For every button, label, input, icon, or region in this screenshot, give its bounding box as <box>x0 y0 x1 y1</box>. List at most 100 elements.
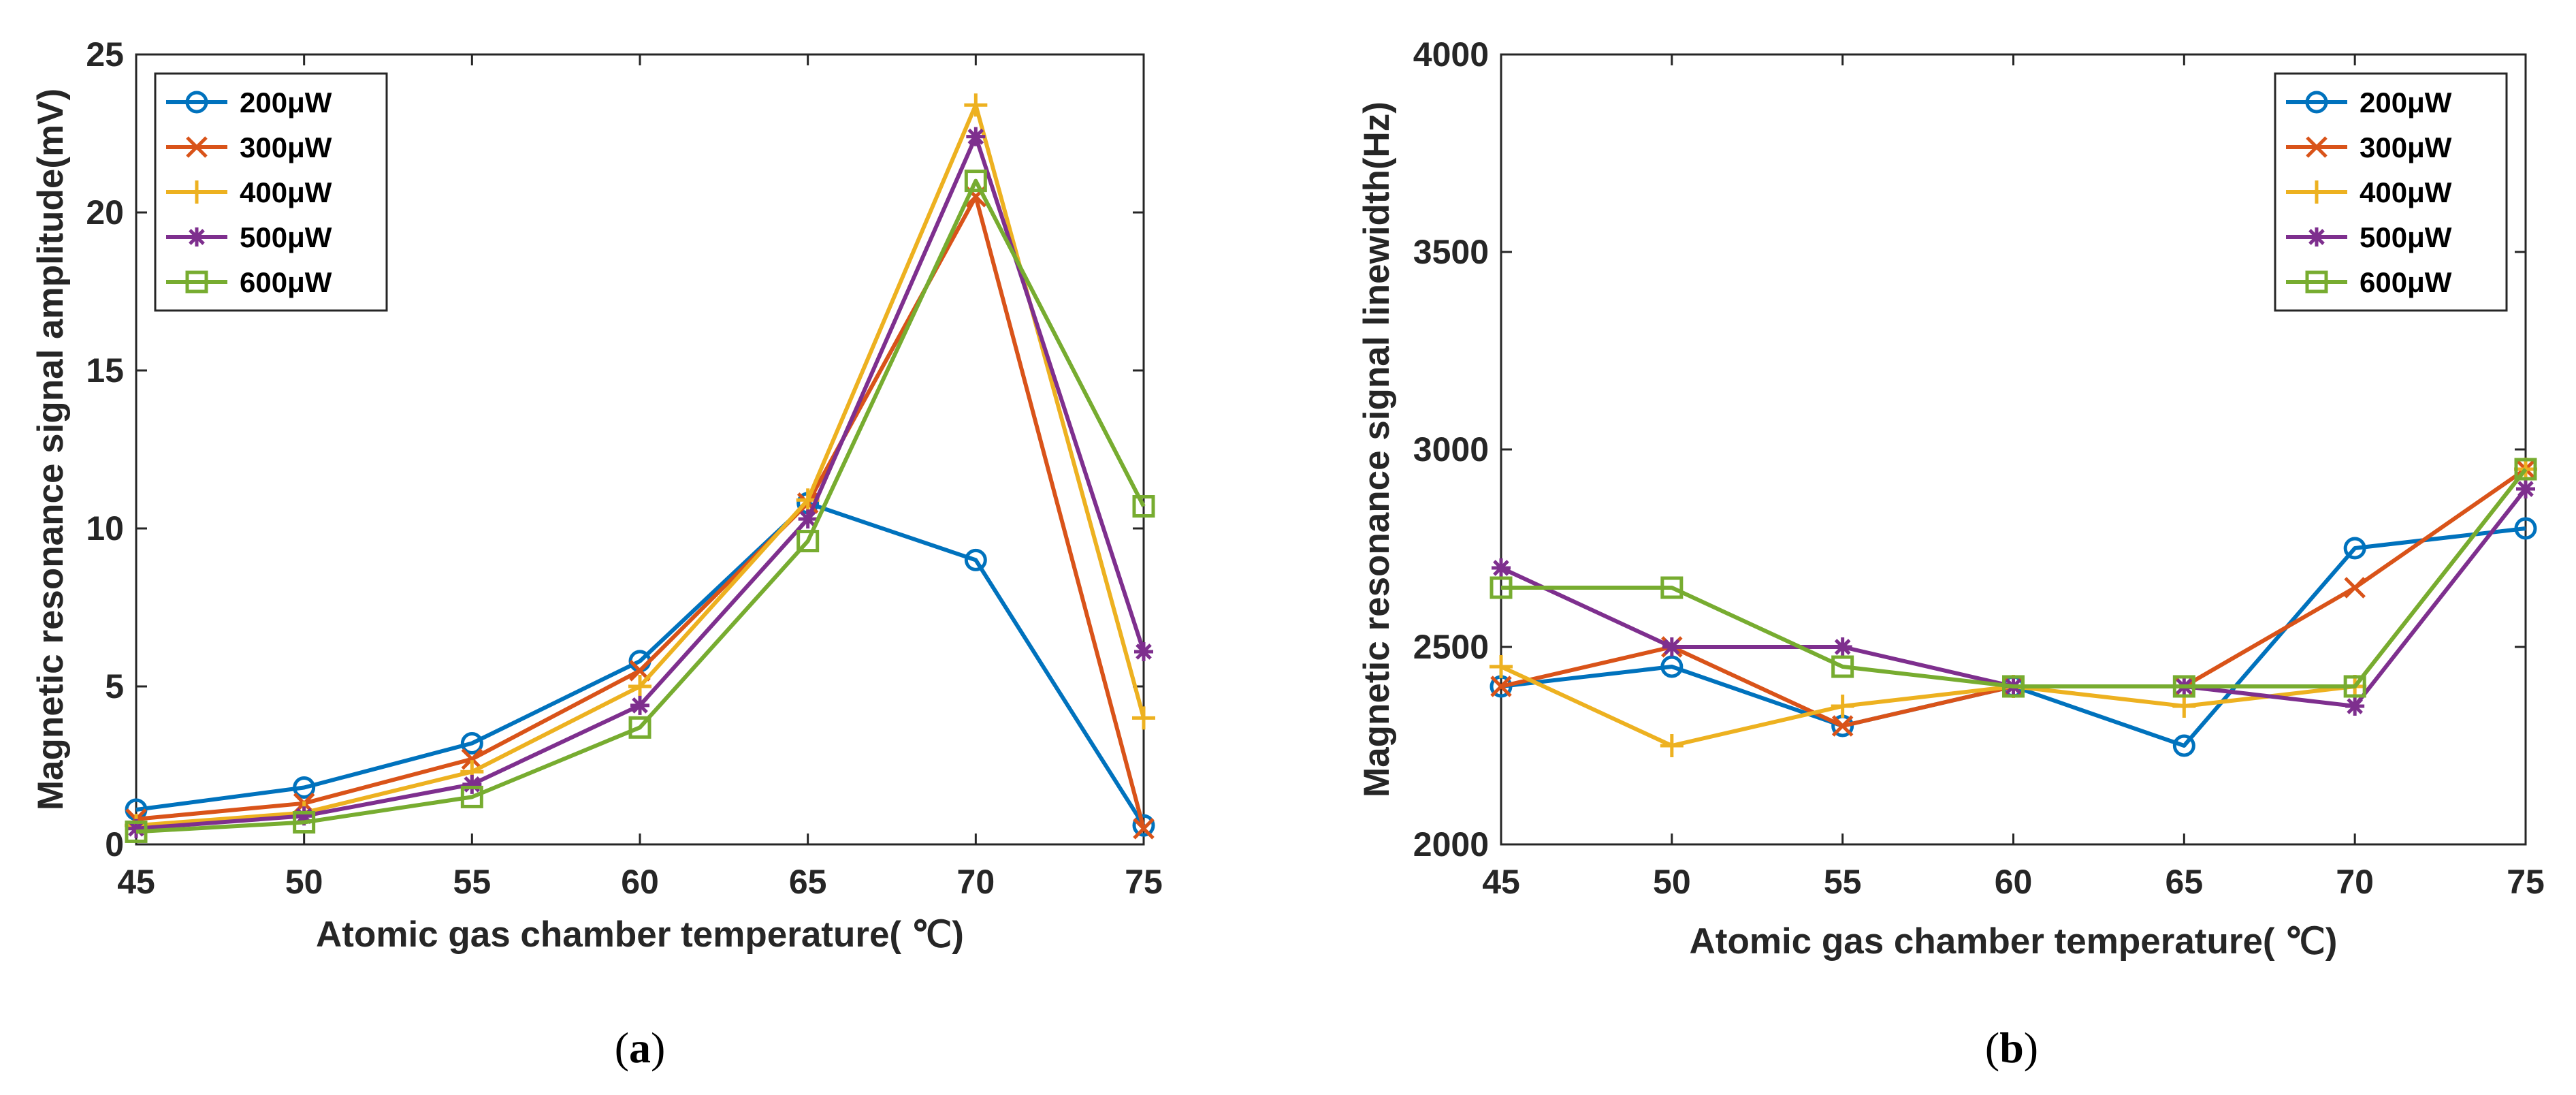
data-point-s600 <box>2514 458 2537 481</box>
x-axis-label: Atomic gas chamber temperature( ℃) <box>1690 921 2338 962</box>
y-axis-label: Magnetic resonance signal linewidth(Hz) <box>1357 101 1397 797</box>
x-tick-label: 70 <box>2336 863 2374 901</box>
y-tick-label: 4000 <box>1413 35 1489 74</box>
data-point-s400 <box>1831 695 1854 718</box>
x-tick-label: 50 <box>1653 863 1691 901</box>
data-point-s600 <box>125 820 148 843</box>
data-point-s200 <box>2343 537 2366 560</box>
x-tick-label: 75 <box>2507 863 2545 901</box>
y-tick-label: 0 <box>105 825 124 863</box>
caption-close-paren: ) <box>2024 1023 2038 1072</box>
legend-label-s500: 500μW <box>240 221 332 253</box>
data-point-s600 <box>460 785 483 808</box>
data-point-s600 <box>1490 576 1513 599</box>
legend-marker-s300 <box>186 136 208 158</box>
data-point-s500 <box>1492 558 1511 577</box>
legend-label-s600: 600μW <box>2360 266 2452 298</box>
legend: 200μW 300μW 400μW 500μW 600μW <box>2274 72 2508 312</box>
data-point-s600 <box>796 530 820 553</box>
data-point-s300 <box>1133 818 1155 840</box>
legend-marker-s500 <box>187 227 206 247</box>
data-point-s400 <box>1490 655 1513 678</box>
data-point-s400 <box>2172 695 2196 718</box>
x-tick-label: 70 <box>957 863 995 901</box>
legend-label-s400: 400μW <box>240 176 332 208</box>
panel-caption: (a) <box>615 1023 666 1072</box>
data-point-s600 <box>2343 675 2366 698</box>
legend-marker-s400 <box>185 180 208 204</box>
legend-label-s200: 200μW <box>2360 86 2452 118</box>
data-point-s200 <box>2514 517 2537 540</box>
y-tick-label: 25 <box>86 35 124 74</box>
caption-letter: b <box>1999 1023 2024 1072</box>
series-line-s200 <box>135 501 1146 827</box>
y-tick-label: 2500 <box>1413 628 1489 666</box>
data-point-s500 <box>798 509 818 529</box>
series-line-s600 <box>135 178 1146 834</box>
caption-letter: a <box>629 1023 651 1072</box>
data-point-s600 <box>964 170 987 193</box>
data-point-s600 <box>293 811 316 834</box>
data-point-s300 <box>461 748 483 770</box>
caption-open-paren: ( <box>615 1023 629 1072</box>
data-point-s600 <box>2172 675 2195 698</box>
caption-close-paren: ) <box>651 1023 665 1072</box>
data-point-s200 <box>293 776 316 799</box>
data-point-s200 <box>2172 734 2195 757</box>
data-point-s200 <box>460 732 483 755</box>
data-point-s600 <box>2002 675 2025 698</box>
panel-caption: (b) <box>1985 1023 2038 1072</box>
legend-marker-s400 <box>2305 180 2328 204</box>
legend-label-s400: 400μW <box>2360 176 2452 208</box>
data-point-s500 <box>966 127 986 146</box>
legend-label-s200: 200μW <box>240 86 332 118</box>
x-tick-label: 55 <box>1824 863 1862 901</box>
legend-marker-s600 <box>185 270 208 293</box>
x-tick-label: 60 <box>621 863 659 901</box>
y-tick-label: 3000 <box>1413 430 1489 469</box>
legend-label-s500: 500μW <box>2360 221 2452 253</box>
data-point-s600 <box>628 716 651 739</box>
x-tick-label: 60 <box>1995 863 2033 901</box>
x-tick-label: 55 <box>453 863 492 901</box>
data-point-s400 <box>1132 706 1155 730</box>
y-tick-label: 15 <box>86 351 124 390</box>
legend-marker-s300 <box>2306 136 2328 158</box>
data-point-s300 <box>1490 676 1512 697</box>
data-point-s500 <box>630 695 649 715</box>
legend-marker-s200 <box>2305 91 2328 114</box>
series-group <box>1490 458 2537 757</box>
data-point-s400 <box>628 675 651 698</box>
series-line-s600 <box>1501 468 2528 688</box>
data-point-s500 <box>127 819 146 838</box>
y-axis-label: Magnetic resonance signal amplitude(mV) <box>31 89 71 810</box>
x-tick-label: 75 <box>1125 863 1163 901</box>
data-point-s300 <box>2344 577 2366 599</box>
y-tick-label: 5 <box>105 667 124 705</box>
y-tick-label: 20 <box>86 193 124 232</box>
x-tick-label: 45 <box>1482 863 1520 901</box>
data-point-s200 <box>964 548 987 571</box>
y-tick-label: 3500 <box>1413 233 1489 271</box>
x-tick-label: 45 <box>117 863 155 901</box>
data-point-s500 <box>1134 641 1153 661</box>
data-point-s500 <box>2345 697 2365 716</box>
series-group <box>125 93 1155 843</box>
caption-open-paren: ( <box>1985 1023 1999 1072</box>
data-point-s400 <box>964 93 988 117</box>
x-axis-label: Atomic gas chamber temperature( ℃) <box>316 915 964 955</box>
data-point-s500 <box>2516 479 2535 498</box>
data-point-s500 <box>1833 637 1852 656</box>
data-point-s400 <box>1660 734 1684 757</box>
legend-label-s300: 300μW <box>2360 131 2452 163</box>
x-tick-label: 65 <box>789 863 827 901</box>
y-tick-label: 2000 <box>1413 825 1489 863</box>
y-tick-label: 10 <box>86 509 124 548</box>
legend-marker-s200 <box>185 91 208 114</box>
legend-marker-s600 <box>2305 270 2328 293</box>
chart-b: 45 50 55 60 65 70 75 2000 2500 3000 3500 4000 Atomic… <box>1357 35 2545 1072</box>
legend-label-s600: 600μW <box>240 266 332 298</box>
data-point-s200 <box>1132 814 1155 837</box>
data-point-s600 <box>1660 576 1684 599</box>
